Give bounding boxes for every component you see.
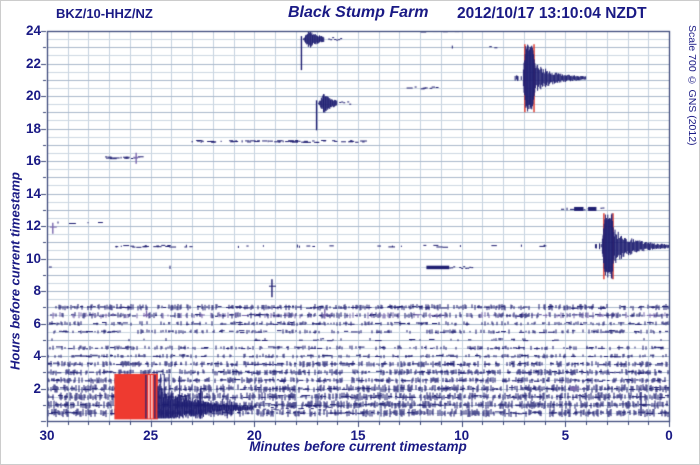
station-code: BKZ/10-HHZ/NZ — [56, 6, 153, 21]
y-tick-label-3: 18 — [25, 120, 41, 136]
y-tick-label-0: 24 — [25, 23, 41, 38]
y-tick-label-8: 8 — [33, 283, 41, 298]
current-timestamp: 2012/10/17 13:10:04 NZDT — [457, 5, 647, 22]
page-title: Black Stump Farm — [288, 4, 429, 21]
y-tick-label-2: 20 — [25, 88, 41, 103]
x-tick-label-6: 0 — [665, 428, 673, 443]
x-tick-label-0: 30 — [39, 428, 55, 443]
y-tick-label-9: 6 — [33, 315, 41, 331]
y-tick-label-1: 22 — [25, 55, 41, 71]
x-tick-label-2: 20 — [246, 428, 262, 443]
y-tick-label-4: 16 — [25, 153, 41, 168]
y-axis-label: Hours before current timestamp — [7, 172, 23, 370]
scale-copyright-note: Scale 700 © GNS (2012) — [686, 25, 698, 146]
y-tick-label-10: 4 — [33, 348, 41, 363]
y-tick-label-6: 12 — [25, 218, 41, 233]
x-tick-label-4: 10 — [454, 428, 470, 443]
x-tick-label-1: 25 — [143, 428, 159, 443]
y-tick-label-5: 14 — [25, 185, 41, 201]
x-axis-label: Minutes before current timestamp — [249, 439, 467, 454]
y-tick-label-7: 10 — [25, 250, 41, 266]
x-tick-label-3: 15 — [350, 428, 366, 443]
y-tick-label-11: 2 — [33, 380, 41, 396]
x-tick-label-5: 5 — [561, 428, 570, 443]
